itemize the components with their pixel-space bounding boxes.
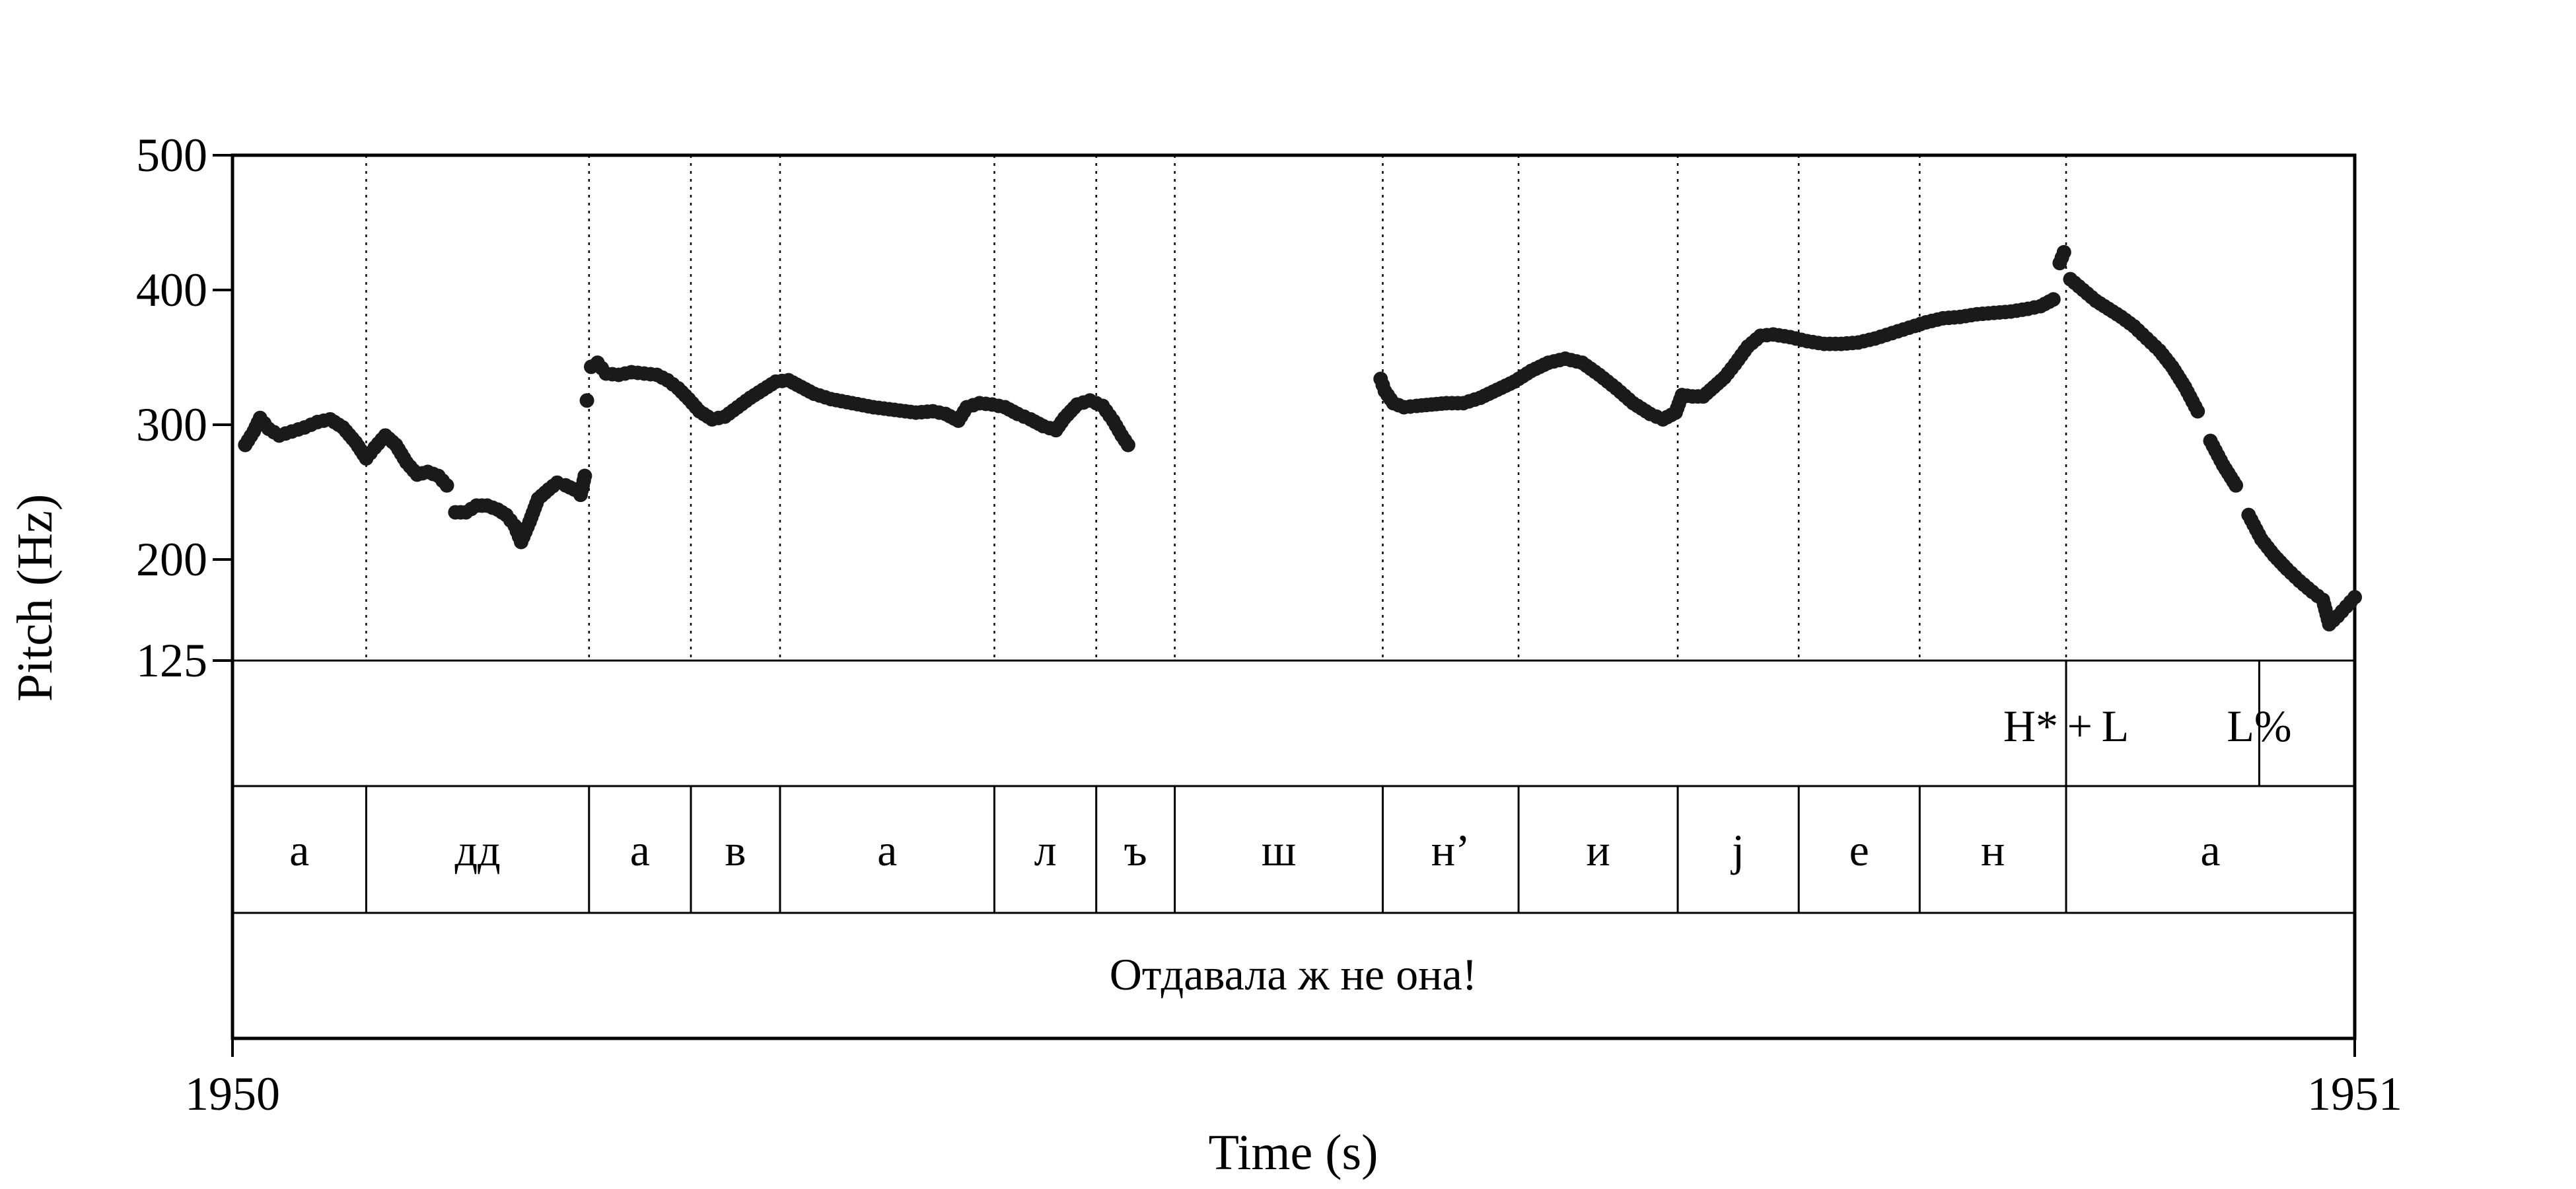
segment-label: дд <box>454 825 500 875</box>
segment-label: а <box>2200 825 2220 875</box>
pitch-point <box>2056 244 2071 260</box>
tone-label: H* + L <box>2003 701 2129 751</box>
segment-label: в <box>725 825 746 875</box>
y-tick-label: 300 <box>136 398 207 451</box>
pitch-point <box>2229 478 2244 493</box>
tone-label: L% <box>2227 701 2291 751</box>
pitch-point <box>577 468 592 484</box>
segment-tier: а дд а в а л ъ ш н’ и j е н а <box>289 786 2221 913</box>
pitch-point <box>2190 404 2205 419</box>
segment-label: а <box>630 825 650 875</box>
pitch-point <box>579 393 594 408</box>
x-tick-label: 1951 <box>2307 1067 2402 1120</box>
segment-label: е <box>1849 825 1869 875</box>
segment-label: н <box>1981 825 2005 875</box>
plot-frame <box>231 153 2357 1040</box>
pitch-series <box>238 244 2362 631</box>
x-tick-label: 1950 <box>185 1067 280 1120</box>
pitch-point <box>2046 292 2061 307</box>
x-axis-title: Time (s) <box>1209 1125 1378 1180</box>
y-tick-label: 500 <box>136 129 207 182</box>
segment-label: н’ <box>1431 825 1470 875</box>
pitch-point <box>2347 590 2362 605</box>
segment-label: а <box>289 825 309 875</box>
segment-label: л <box>1034 825 1057 875</box>
y-tick-label: 400 <box>136 264 207 316</box>
pitch-point <box>1120 437 1135 452</box>
y-tick-label: 200 <box>136 533 207 586</box>
segment-label: j <box>1731 825 1744 875</box>
pitch-point <box>439 478 454 493</box>
segment-label: ъ <box>1124 825 1147 875</box>
segment-label: а <box>877 825 897 875</box>
boundary-grid <box>365 155 2067 661</box>
tone-tier: H* + L L% <box>2003 661 2292 786</box>
y-axis: 125 200 300 400 500 <box>136 129 233 687</box>
sentence-label: Отдавала ж не она! <box>1110 949 1478 999</box>
x-axis: 1950 1951 <box>185 1038 2402 1120</box>
segment-label: ш <box>1262 825 1296 875</box>
segment-label: и <box>1586 825 1610 875</box>
y-tick-label: 125 <box>136 634 207 687</box>
y-axis-title: Pitch (Hz) <box>7 494 63 702</box>
